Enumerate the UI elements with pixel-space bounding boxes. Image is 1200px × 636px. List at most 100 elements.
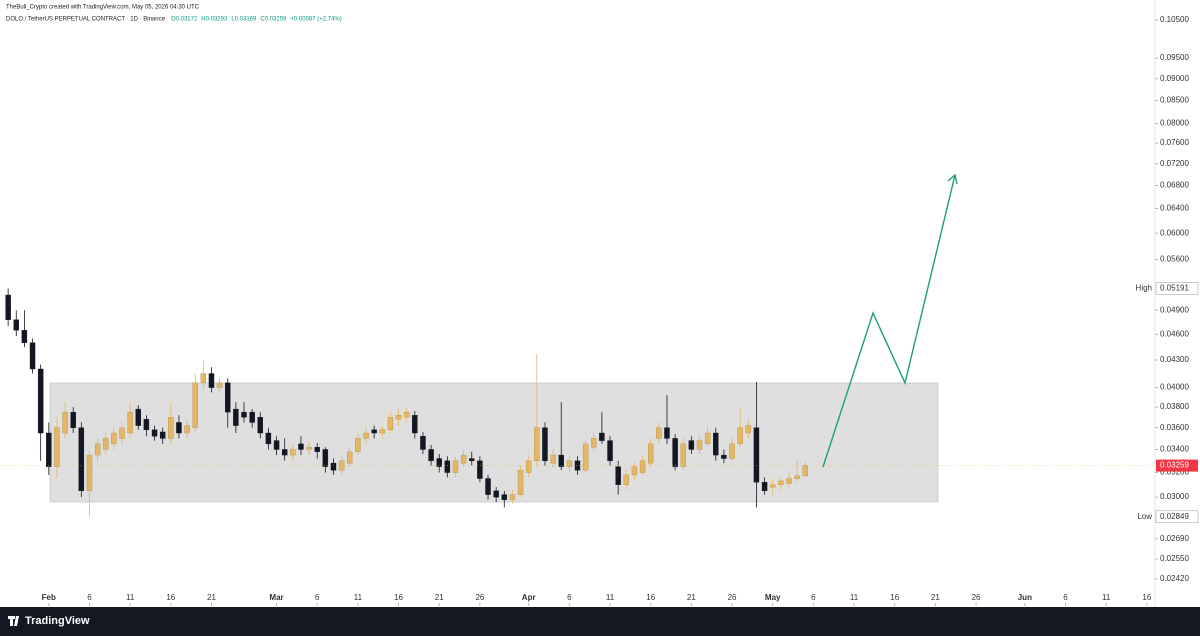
brand-logo xyxy=(8,616,19,626)
x-tick-label: 21 xyxy=(435,593,444,602)
ohlc-value: O0.03172 xyxy=(171,17,198,23)
candle-body xyxy=(534,427,540,462)
candle-body xyxy=(127,411,133,434)
x-tick-label: 16 xyxy=(394,593,403,602)
range-box xyxy=(49,382,939,503)
candle-body xyxy=(607,440,613,462)
marker-name: Low xyxy=(1137,512,1152,521)
x-tick-label: 11 xyxy=(126,593,135,602)
candle-body xyxy=(485,478,491,495)
candle-body xyxy=(501,494,508,500)
candle-body xyxy=(111,432,117,445)
y-tick-label: 0.03000 xyxy=(1160,492,1189,501)
candle-body xyxy=(208,373,215,388)
candle-body xyxy=(184,425,190,434)
candle-body xyxy=(5,294,11,320)
x-tick-label: 21 xyxy=(687,593,696,602)
candle-body xyxy=(62,411,68,434)
candle-body xyxy=(517,469,524,495)
ohlc-value: H0.03293 xyxy=(201,17,228,23)
y-tick-label: 0.08000 xyxy=(1160,119,1189,128)
marker-price: 0.02849 xyxy=(1160,512,1189,521)
candle-body xyxy=(761,481,768,492)
ohlc-value: L0.03169 xyxy=(231,17,257,23)
brand-name: TradingView xyxy=(25,615,90,627)
candle-body xyxy=(729,443,735,459)
y-tick-label: 0.09500 xyxy=(1160,53,1189,62)
y-tick-label: 0.04900 xyxy=(1160,305,1189,314)
y-tick-label: 0.03600 xyxy=(1160,423,1189,432)
candle-body xyxy=(582,443,589,471)
x-tick-label: Apr xyxy=(522,593,536,602)
candle-body xyxy=(322,449,329,467)
candle-body xyxy=(444,460,451,473)
y-tick-label: 0.05600 xyxy=(1160,255,1189,264)
candle-body xyxy=(680,443,686,467)
candle-body xyxy=(159,431,166,439)
candle-body xyxy=(281,449,288,456)
x-tick-label: 11 xyxy=(354,593,363,602)
marker-name: High xyxy=(1136,283,1152,292)
x-tick-label: 6 xyxy=(315,593,320,602)
candle-body xyxy=(509,494,516,500)
candle-body xyxy=(436,458,442,467)
candle-body xyxy=(273,440,280,450)
candle-body xyxy=(647,443,654,464)
candle-body xyxy=(615,466,621,485)
x-tick-label: 11 xyxy=(850,593,859,602)
candle-body xyxy=(550,454,556,464)
last-price-box xyxy=(1156,459,1198,472)
x-tick-label: 26 xyxy=(972,593,981,602)
x-tick-label: 16 xyxy=(1142,593,1151,602)
y-tick-label: 0.06400 xyxy=(1160,204,1189,213)
x-tick-label: Jun xyxy=(1018,593,1032,602)
candle-body xyxy=(696,440,703,450)
candle-body xyxy=(70,411,76,428)
x-tick-label: 26 xyxy=(728,593,737,602)
candle-body xyxy=(200,373,207,384)
candle-body xyxy=(192,382,198,428)
candle-body xyxy=(574,460,581,471)
y-tick-label: 0.02420 xyxy=(1160,574,1189,583)
candle-body xyxy=(542,427,548,462)
x-tick-label: 11 xyxy=(606,593,615,602)
candle-body xyxy=(460,454,467,464)
candle-body xyxy=(769,484,776,488)
x-tick-label: 21 xyxy=(207,593,216,602)
candle-body xyxy=(151,429,158,437)
y-tick-label: 0.04300 xyxy=(1160,355,1189,364)
candle-body xyxy=(639,460,646,473)
candle-body xyxy=(371,429,377,434)
candle-body xyxy=(86,454,93,492)
y-tick-label: 0.06800 xyxy=(1160,181,1189,190)
candle-body xyxy=(233,408,239,426)
candle-body xyxy=(241,411,247,418)
candle-body xyxy=(688,440,695,450)
candle-body xyxy=(420,436,426,450)
candle-body xyxy=(664,427,670,439)
y-tick-label: 0.02690 xyxy=(1160,534,1189,543)
candle-body xyxy=(753,427,760,483)
candle-body xyxy=(452,460,459,473)
x-tick-label: 21 xyxy=(931,593,940,602)
x-tick-label: May xyxy=(765,593,781,602)
candle-body xyxy=(290,449,296,456)
footer-bar xyxy=(0,607,1200,636)
x-tick-label: 11 xyxy=(1102,593,1111,602)
candle-body xyxy=(558,454,564,467)
candle-body xyxy=(802,465,808,477)
candle-body xyxy=(623,474,630,485)
ohlc-value: +0.00087 (+2.74%) xyxy=(290,17,341,23)
ohlc-value: C0.03259 xyxy=(260,17,287,23)
candle-body xyxy=(119,427,125,439)
candle-body xyxy=(46,432,52,467)
candle-body xyxy=(363,432,369,439)
x-tick-label: 16 xyxy=(166,593,175,602)
marker-box xyxy=(1155,510,1199,524)
y-tick-label: 0.02550 xyxy=(1160,554,1189,563)
candle-body xyxy=(330,462,337,471)
candle-body xyxy=(737,427,743,445)
symbol: DOLO / TetherUS PERPETUAL CONTRACT · 1D … xyxy=(6,17,166,23)
